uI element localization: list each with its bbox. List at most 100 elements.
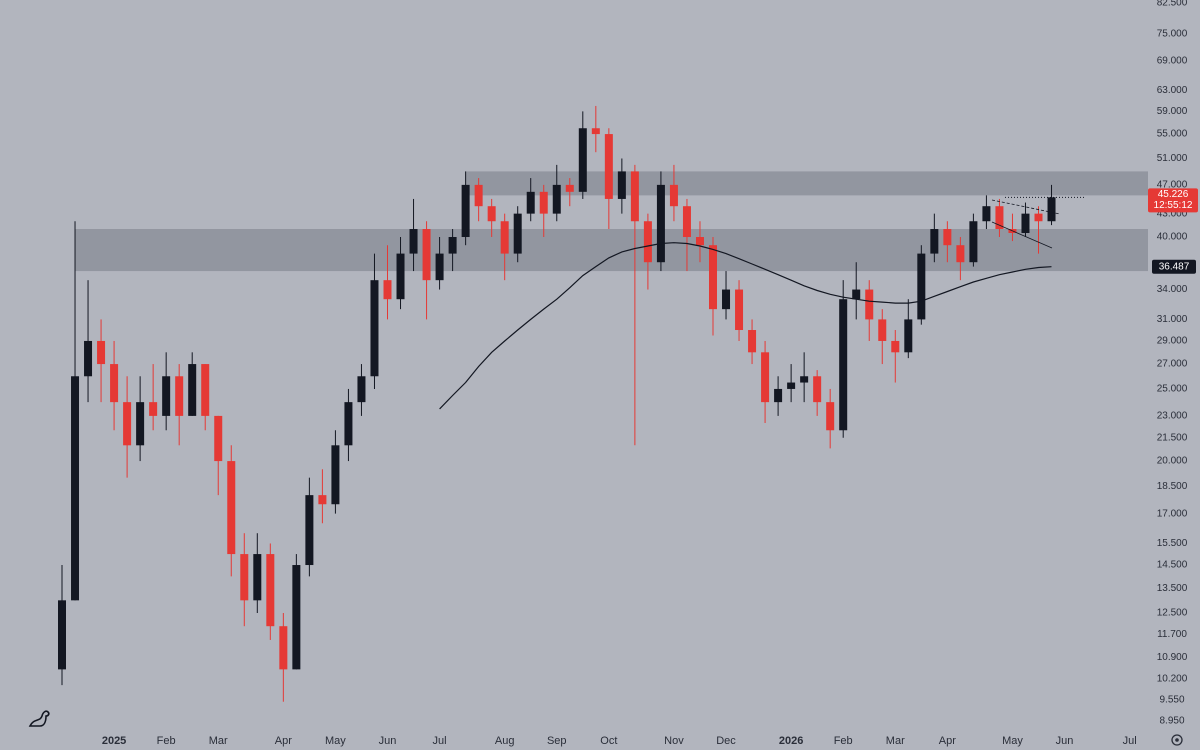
candle-body xyxy=(84,340,93,377)
candle-body xyxy=(318,495,327,505)
x-tick-label: Sep xyxy=(547,735,567,747)
x-tick-label: Mar xyxy=(209,735,228,747)
candle-body xyxy=(422,229,431,281)
candle-body xyxy=(214,415,223,462)
candle-body xyxy=(826,402,835,431)
trend-line xyxy=(991,199,1061,215)
candle-body xyxy=(279,626,288,670)
y-tick-label: 20.000 xyxy=(1157,456,1188,467)
countdown: 12:55:12 xyxy=(1154,200,1193,211)
candle-body xyxy=(487,206,496,222)
y-tick-label: 51.000 xyxy=(1157,153,1188,164)
x-tick-label: Apr xyxy=(275,735,292,747)
y-tick-label: 40.000 xyxy=(1157,232,1188,243)
candle-body xyxy=(852,289,861,300)
candle-body xyxy=(383,280,392,300)
y-tick-label: 11.700 xyxy=(1157,629,1187,640)
y-tick-label: 12.500 xyxy=(1157,608,1188,619)
candle-body xyxy=(669,184,678,207)
candle-body xyxy=(878,319,887,341)
x-tick-label: Jul xyxy=(1123,735,1137,747)
candle-body xyxy=(891,340,900,353)
candle-body xyxy=(930,229,939,254)
x-tick-label: May xyxy=(1002,735,1023,747)
x-tick-label: Jul xyxy=(433,735,447,747)
candle-body xyxy=(240,554,249,601)
candle-body xyxy=(943,229,952,246)
candle-body xyxy=(357,376,366,403)
candle-body xyxy=(748,330,757,353)
x-tick-label: Feb xyxy=(157,735,176,747)
candle-body xyxy=(513,213,522,254)
y-tick-label: 8.950 xyxy=(1159,716,1184,727)
candle-body xyxy=(149,402,158,416)
y-tick-label: 13.500 xyxy=(1157,583,1188,594)
candle-body xyxy=(500,221,509,254)
candles xyxy=(58,105,1086,702)
y-tick-label: 17.000 xyxy=(1157,508,1188,519)
x-tick-label: 2026 xyxy=(779,735,803,747)
y-tick-label: 82.500 xyxy=(1157,0,1188,9)
x-tick-label: 2025 xyxy=(102,735,126,747)
y-tick-label: 75.000 xyxy=(1157,28,1188,39)
overlay xyxy=(991,199,1061,249)
candle-body xyxy=(695,237,704,246)
candle-body xyxy=(578,128,587,192)
x-tick-label: May xyxy=(325,735,346,747)
candle-body xyxy=(1021,213,1030,233)
candle-body xyxy=(1047,197,1056,222)
x-tick-label: Nov xyxy=(664,735,684,747)
candle-body xyxy=(474,184,483,207)
x-tick-label: Dec xyxy=(716,735,736,747)
y-tick-label: 34.000 xyxy=(1157,284,1188,295)
settings-button[interactable] xyxy=(1171,734,1183,746)
candle-body xyxy=(956,245,965,263)
candle-body xyxy=(526,191,535,214)
y-tick-label: 25.000 xyxy=(1157,384,1188,395)
zone xyxy=(75,229,1148,272)
y-tick-label: 10.200 xyxy=(1157,673,1188,684)
candle-body xyxy=(162,376,171,416)
logo xyxy=(28,710,50,727)
candle-body xyxy=(305,495,314,566)
ma-price-box xyxy=(1152,259,1196,274)
settings-icon[interactable] xyxy=(1171,734,1183,746)
candle-body xyxy=(865,289,874,320)
candle-body xyxy=(552,184,561,214)
candle-body xyxy=(995,206,1004,230)
y-tick-label: 23.000 xyxy=(1157,411,1188,422)
y-tick-label: 18.500 xyxy=(1157,481,1188,492)
candle-body xyxy=(656,184,665,263)
candle-body xyxy=(331,445,340,505)
candle-body xyxy=(1034,213,1043,222)
candle-body xyxy=(604,134,613,199)
candle-body xyxy=(188,364,197,416)
x-tick-label: Aug xyxy=(495,735,515,747)
candle-body xyxy=(136,402,145,446)
candle-body xyxy=(643,221,652,263)
y-tick-label: 9.550 xyxy=(1159,695,1184,706)
candle-body xyxy=(344,402,353,446)
candle-body xyxy=(71,376,80,601)
candle-body xyxy=(370,280,379,377)
candle-body xyxy=(266,554,275,627)
y-tick-label: 21.500 xyxy=(1157,432,1188,443)
price-axis: 82.500 75.000 69.000 63.000 59.000 55.000 51.0… xyxy=(1148,0,1198,727)
candle-body xyxy=(630,171,639,222)
y-tick-label: 47.000 xyxy=(1157,180,1188,191)
moving-average xyxy=(439,242,1052,410)
candle-body xyxy=(175,376,184,416)
y-tick-label: 10.900 xyxy=(1157,652,1188,663)
y-tick-label: 29.000 xyxy=(1157,336,1188,347)
candle-body xyxy=(123,402,132,446)
candle-body xyxy=(617,171,626,199)
last-price-box xyxy=(1148,188,1198,213)
settings-icon-center[interactable] xyxy=(1175,738,1179,742)
candle-body xyxy=(787,382,796,389)
ma-price-label: 36.487 xyxy=(1159,261,1190,272)
candle-body xyxy=(565,184,574,192)
last-price-label: 45.226 xyxy=(1158,189,1189,200)
candle-body xyxy=(409,229,418,254)
